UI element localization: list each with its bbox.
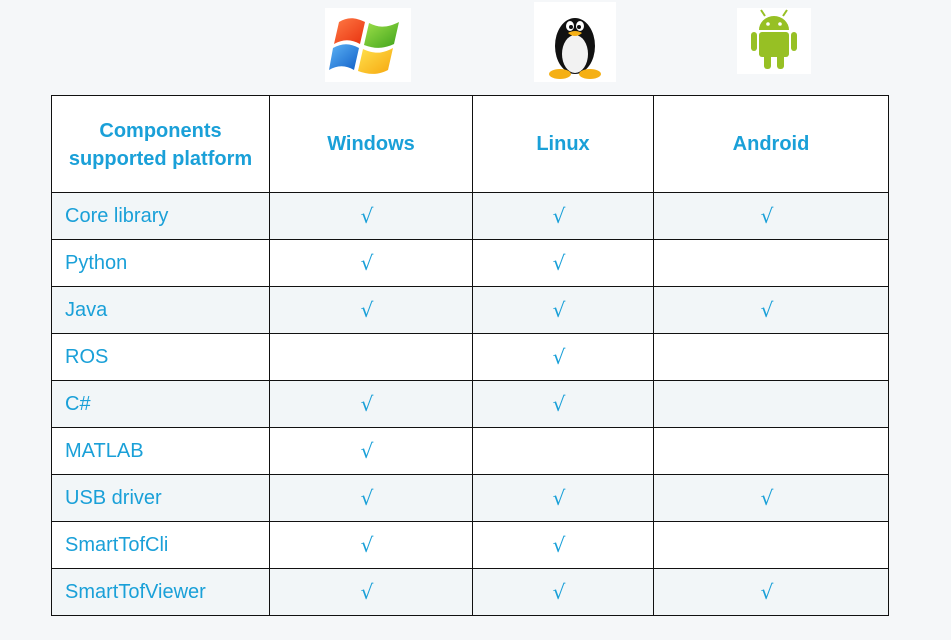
table-row: MATLAB √: [51, 427, 889, 475]
android-support-mark: √: [653, 286, 889, 334]
linux-support-mark: √: [472, 192, 654, 240]
platform-header-linux: Linux: [472, 95, 654, 193]
android-support-mark: √: [653, 192, 889, 240]
table-row: Java √ √ √: [51, 286, 889, 334]
component-name: Python: [51, 239, 270, 287]
component-name: Core library: [51, 192, 270, 240]
linux-support-mark: √: [472, 380, 654, 428]
windows-support-mark: √: [269, 474, 473, 522]
windows-support-mark: √: [269, 568, 473, 616]
android-support-mark: [653, 333, 889, 381]
android-robot-icon: [737, 8, 811, 74]
component-name: ROS: [51, 333, 270, 381]
linux-tux-icon: [534, 2, 616, 82]
windows-support-mark: √: [269, 286, 473, 334]
table-row: SmartTofCli √ √: [51, 521, 889, 569]
linux-support-mark: √: [472, 568, 654, 616]
table-row: ROS √: [51, 333, 889, 381]
components-header-line1: Components: [99, 120, 222, 142]
windows-support-mark: √: [269, 380, 473, 428]
component-name: USB driver: [51, 474, 270, 522]
platform-header-windows: Windows: [269, 95, 473, 193]
android-support-mark: √: [653, 568, 889, 616]
linux-support-mark: √: [472, 333, 654, 381]
header-row: Components supported platform Windows Li…: [51, 95, 889, 193]
windows-support-mark: √: [269, 239, 473, 287]
platform-header-android: Android: [653, 95, 889, 193]
android-support-mark: [653, 380, 889, 428]
table-row: SmartTofViewer √ √ √: [51, 568, 889, 616]
component-name: MATLAB: [51, 427, 270, 475]
windows-support-mark: √: [269, 192, 473, 240]
linux-support-mark: √: [472, 286, 654, 334]
table-row: Python √ √: [51, 239, 889, 287]
windows-support-mark: √: [269, 427, 473, 475]
android-support-mark: [653, 427, 889, 475]
windows-support-mark: [269, 333, 473, 381]
android-support-mark: [653, 521, 889, 569]
linux-support-mark: √: [472, 474, 654, 522]
windows-logo-icon: [325, 8, 411, 82]
component-name: Java: [51, 286, 270, 334]
linux-support-mark: [472, 427, 654, 475]
component-name: SmartTofCli: [51, 521, 270, 569]
components-header: Components supported platform: [51, 95, 270, 193]
windows-support-mark: √: [269, 521, 473, 569]
component-name: SmartTofViewer: [51, 568, 270, 616]
platform-support-table: Components supported platform Windows Li…: [51, 95, 889, 616]
components-header-line2: supported platform: [68, 148, 253, 170]
linux-support-mark: √: [472, 521, 654, 569]
table-row: Core library √ √ √: [51, 192, 889, 240]
android-support-mark: √: [653, 474, 889, 522]
table-row: USB driver √ √ √: [51, 474, 889, 522]
linux-support-mark: √: [472, 239, 654, 287]
table-row: C# √ √: [51, 380, 889, 428]
android-support-mark: [653, 239, 889, 287]
component-name: C#: [51, 380, 270, 428]
